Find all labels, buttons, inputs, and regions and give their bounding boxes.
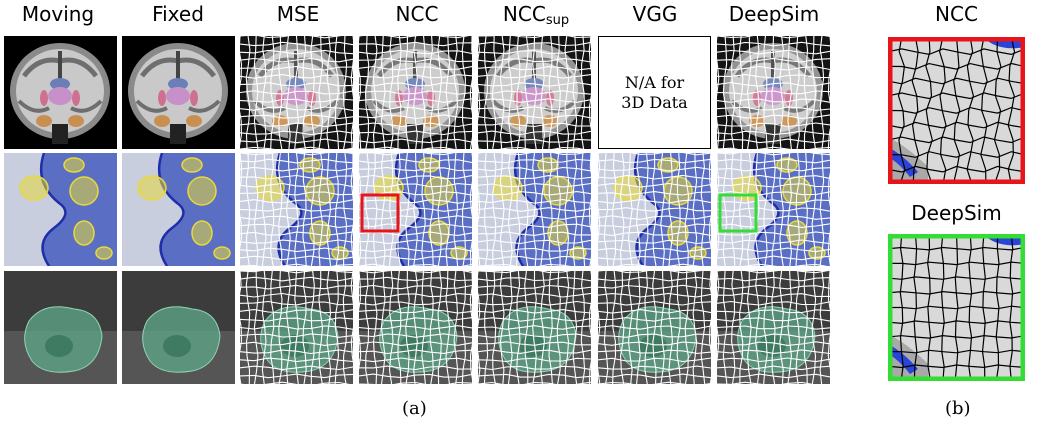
tile-brain-mse xyxy=(240,36,353,149)
tile-histology-ncc-sup xyxy=(478,153,591,266)
tile-histology-ncc xyxy=(359,153,472,266)
tile-brain-deepsim xyxy=(717,36,830,149)
panel-b-deepsim-zoom xyxy=(888,234,1025,381)
na-line-2: 3D Data xyxy=(621,92,688,112)
panel-b-ncc-zoom xyxy=(888,37,1025,184)
ncc-sup-base: NCC xyxy=(502,2,546,26)
caption-a: (a) xyxy=(402,398,427,419)
tile-histology-vgg xyxy=(598,153,711,266)
column-title-ncc: NCC xyxy=(395,2,439,26)
tile-cell-ncc xyxy=(359,271,472,384)
ncc-sup-subscript: sup xyxy=(545,13,570,28)
vgg-na-tile: N/A for 3D Data xyxy=(598,36,711,149)
tile-brain-moving xyxy=(4,36,117,149)
column-title-fixed: Fixed xyxy=(152,2,204,26)
na-line-1: N/A for xyxy=(624,72,685,92)
tile-brain-ncc-sup xyxy=(478,36,591,149)
tile-brain-fixed xyxy=(122,36,235,149)
column-title-moving: Moving xyxy=(21,2,95,26)
column-title-vgg: VGG xyxy=(632,2,678,26)
tile-histology-moving xyxy=(4,153,117,266)
tile-cell-deepsim xyxy=(717,271,830,384)
tile-histology-fixed xyxy=(122,153,235,266)
panel-b-deepsim-title: DeepSim xyxy=(911,201,1002,225)
column-title-mse: MSE xyxy=(276,2,320,26)
tile-cell-mse xyxy=(240,271,353,384)
column-title-ncc-sup: NCCsup xyxy=(478,2,594,28)
tile-histology-deepsim xyxy=(717,153,830,266)
tile-brain-ncc xyxy=(359,36,472,149)
tile-cell-ncc-sup xyxy=(478,271,591,384)
column-title-deepsim: DeepSim xyxy=(728,2,820,26)
tile-histology-mse xyxy=(240,153,353,266)
tile-cell-moving xyxy=(4,271,117,384)
panel-b-ncc-title: NCC xyxy=(935,2,978,26)
tile-cell-fixed xyxy=(122,271,235,384)
tile-cell-vgg xyxy=(598,271,711,384)
caption-b: (b) xyxy=(945,398,971,419)
